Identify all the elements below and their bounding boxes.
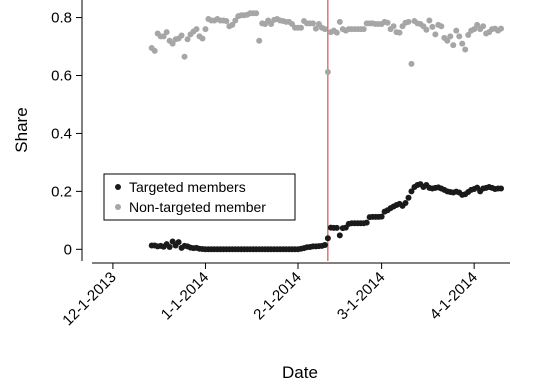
y-axis-title: Share (12, 107, 31, 152)
data-point (432, 31, 439, 38)
data-point (324, 69, 331, 76)
legend-marker-non-targeted (115, 204, 121, 210)
data-point (429, 23, 436, 30)
data-point (480, 23, 487, 30)
x-ticks: 12-1-2013 1-1-2014 2-1-2014 3-1-2014 4-1-201… (59, 263, 481, 329)
data-point (471, 26, 478, 33)
x-tick-label: 4-1-2014 (427, 269, 481, 323)
data-point (423, 26, 430, 33)
data-point (426, 17, 433, 24)
series-non-targeted (148, 10, 505, 76)
data-point (163, 29, 170, 36)
data-point (202, 26, 209, 33)
series-targeted (148, 181, 505, 253)
data-point (184, 36, 191, 43)
legend: Targeted members Non-targeted member (103, 173, 296, 221)
y-tick-label: 0.2 (51, 183, 72, 200)
data-point (378, 213, 385, 220)
x-axis-title: Date (282, 363, 318, 382)
data-point (309, 20, 316, 27)
data-point (336, 18, 343, 25)
y-tick-label: 0.6 (51, 68, 72, 85)
data-point (321, 26, 328, 33)
y-tick-label: 0 (64, 241, 72, 258)
series-layer (148, 10, 505, 253)
data-point (333, 29, 340, 36)
data-point (405, 194, 412, 201)
data-point (169, 40, 176, 47)
data-point (462, 46, 469, 53)
data-point (253, 10, 260, 17)
data-point (298, 24, 304, 31)
data-point (450, 42, 457, 49)
x-tick-label: 2-1-2014 (250, 269, 304, 323)
data-point (232, 17, 239, 24)
data-point (229, 21, 236, 28)
legend-box (103, 173, 296, 221)
data-point (408, 188, 415, 195)
data-point (223, 18, 230, 25)
data-point (465, 31, 472, 38)
data-point (456, 33, 463, 40)
data-point (396, 29, 403, 36)
y-ticks: 0 0.2 0.4 0.6 0.8 (51, 10, 82, 258)
data-point (390, 23, 397, 30)
data-point (447, 33, 454, 40)
data-point (360, 26, 367, 33)
x-tick-label: 12-1-2013 (59, 269, 119, 329)
data-point (160, 33, 167, 40)
data-point (181, 53, 188, 60)
data-point (336, 232, 343, 239)
data-point (408, 60, 415, 67)
data-point (402, 199, 409, 206)
data-point (363, 219, 370, 226)
data-point (321, 241, 328, 248)
x-tick-label: 3-1-2014 (334, 269, 388, 323)
data-point (178, 32, 185, 39)
data-point (166, 243, 173, 250)
data-point (333, 224, 340, 231)
data-point (498, 25, 505, 32)
legend-label-targeted: Targeted members (129, 179, 246, 195)
data-point (444, 37, 451, 44)
data-point (474, 21, 481, 28)
data-point (175, 239, 182, 246)
data-point (312, 25, 319, 32)
data-point (151, 47, 158, 54)
data-point (459, 40, 466, 47)
data-point (453, 27, 460, 34)
data-point (405, 18, 412, 25)
data-point (256, 37, 263, 44)
data-point (324, 235, 331, 242)
y-tick-label: 0.4 (51, 125, 72, 142)
x-tick-label: 1-1-2014 (158, 269, 212, 323)
legend-marker-targeted (115, 184, 121, 190)
axes (81, 0, 510, 264)
data-point (438, 23, 445, 30)
data-point (384, 19, 391, 26)
data-point (498, 185, 505, 192)
data-point (199, 35, 206, 42)
y-tick-label: 0.8 (51, 10, 72, 27)
legend-label-non-targeted: Non-targeted member (129, 199, 266, 215)
data-point (193, 26, 200, 33)
